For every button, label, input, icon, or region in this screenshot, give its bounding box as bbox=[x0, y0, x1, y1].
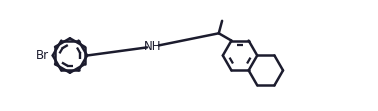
Text: NH: NH bbox=[144, 40, 162, 53]
Text: Br: Br bbox=[36, 49, 49, 62]
